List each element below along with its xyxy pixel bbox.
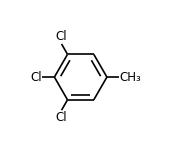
Text: Cl: Cl	[30, 71, 42, 84]
Text: Cl: Cl	[56, 30, 67, 43]
Text: CH₃: CH₃	[120, 71, 141, 84]
Text: Cl: Cl	[56, 111, 67, 124]
